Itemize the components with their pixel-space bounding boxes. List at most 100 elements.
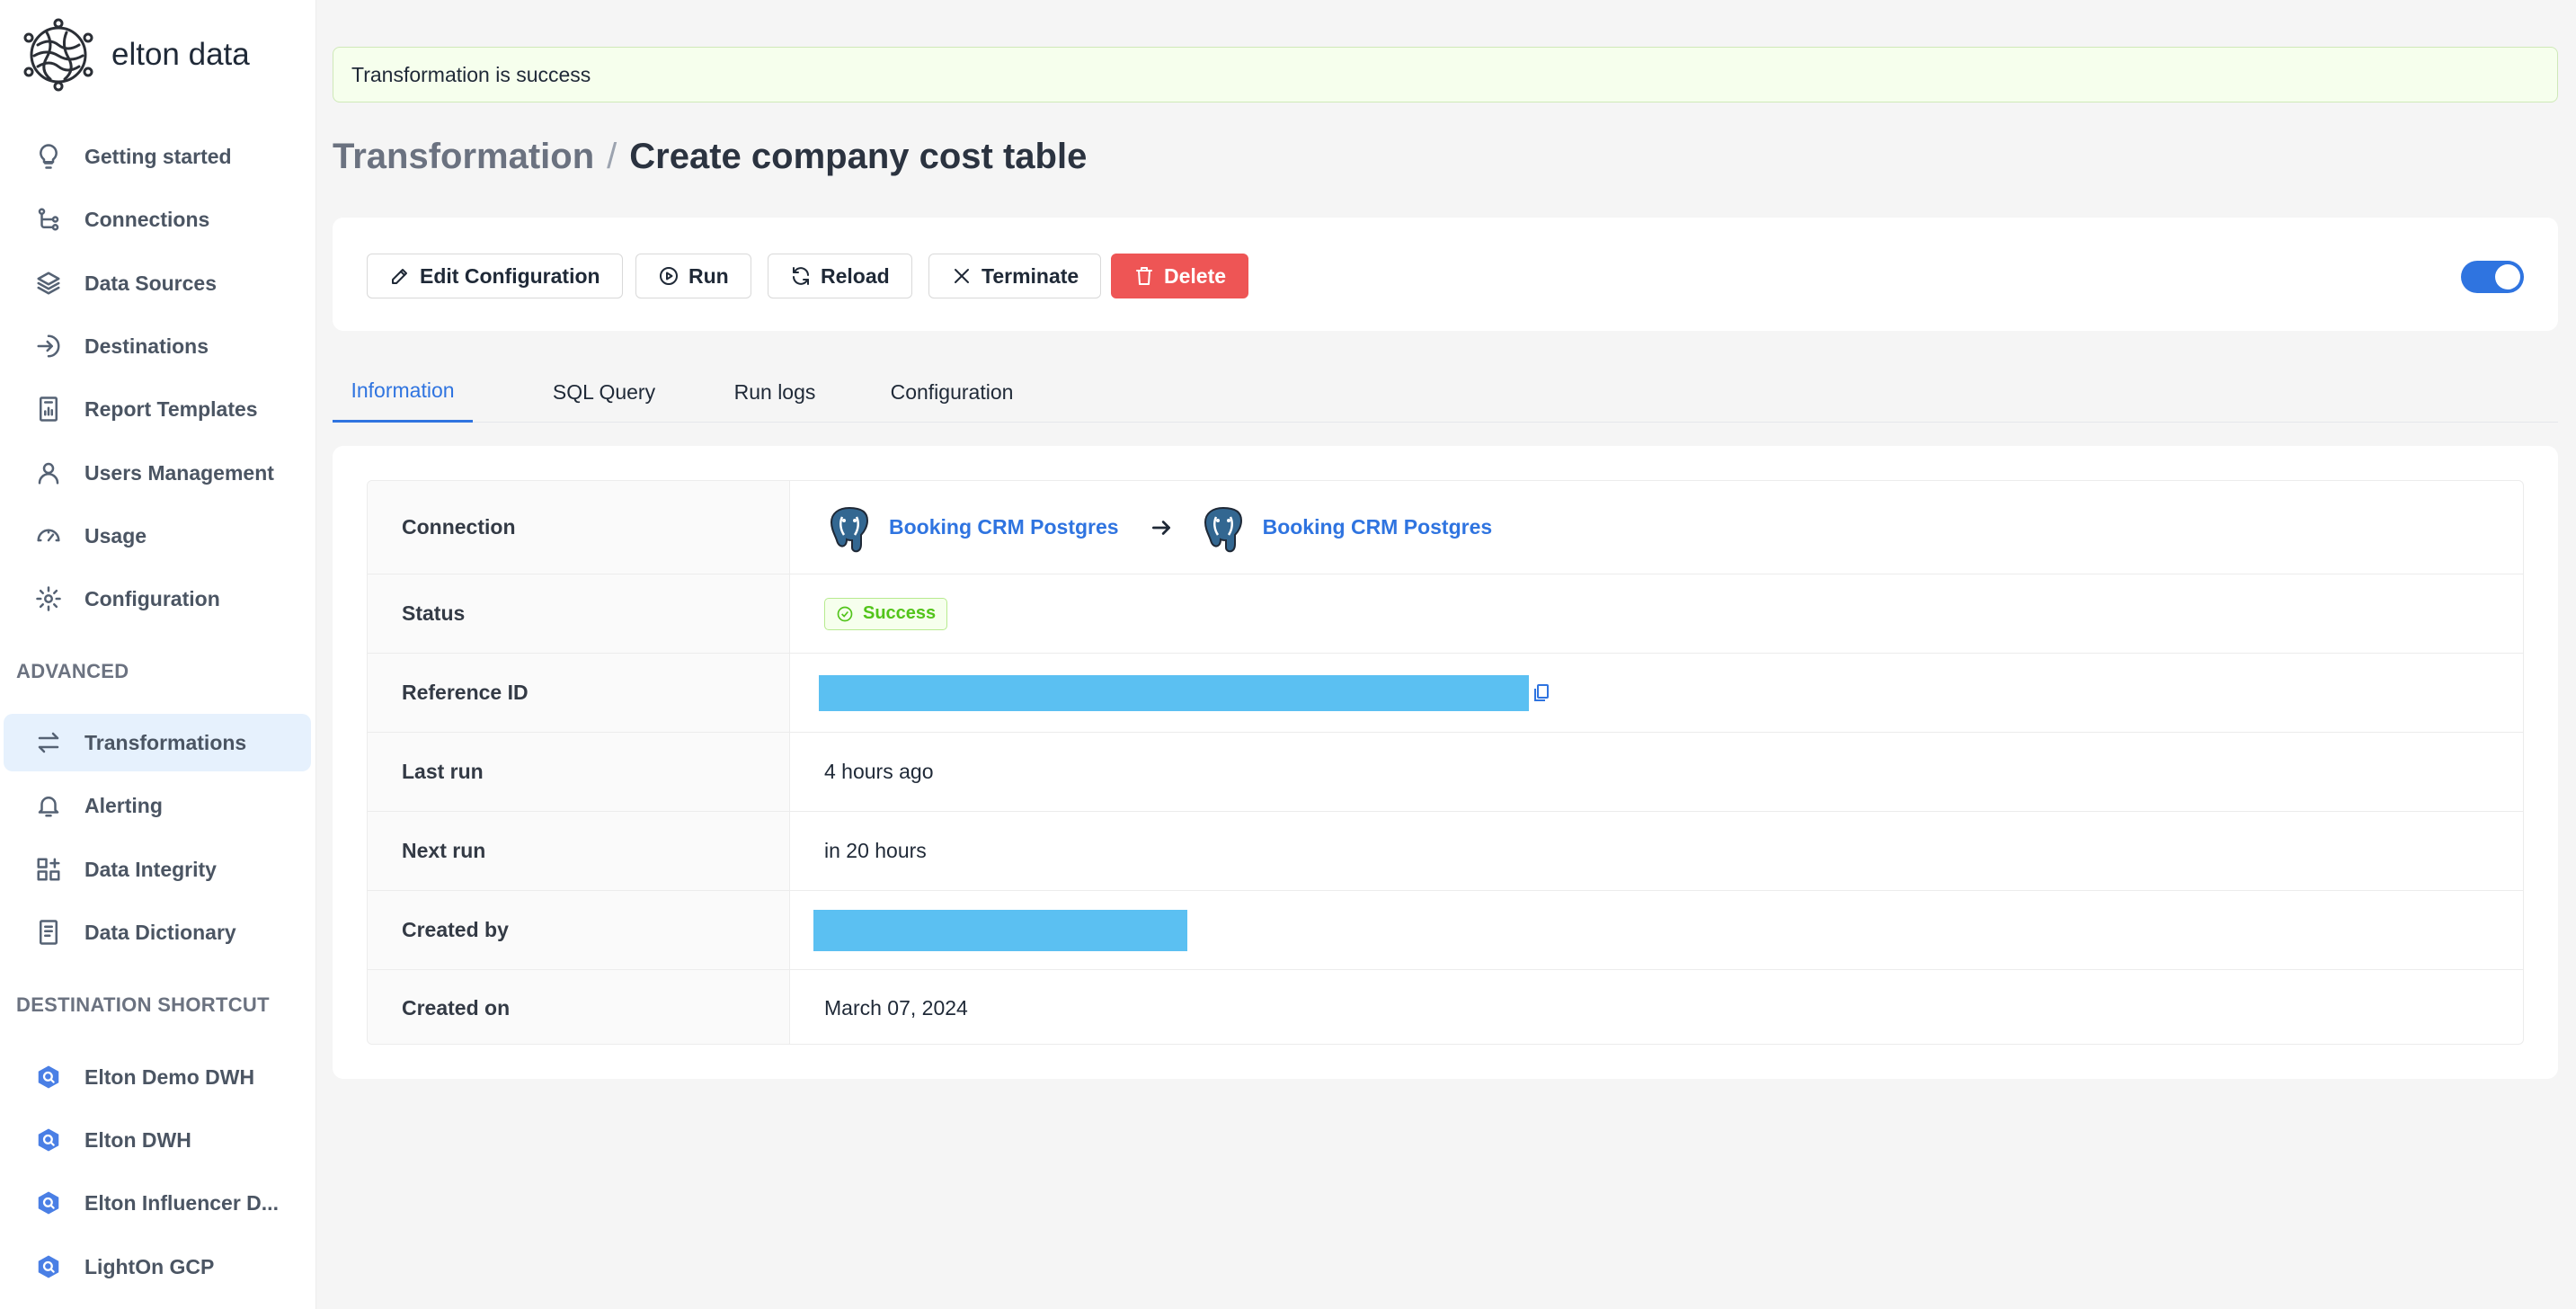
check-circle-icon bbox=[837, 606, 853, 621]
sidebar-item-label: Data Integrity bbox=[84, 857, 217, 881]
sidebar-item-configuration[interactable]: Configuration bbox=[0, 570, 311, 628]
alert-message: Transformation is success bbox=[351, 62, 591, 86]
brand[interactable]: elton data bbox=[20, 18, 250, 92]
info-label: Reference ID bbox=[368, 654, 790, 732]
sidebar-item-alerting[interactable]: Alerting bbox=[0, 777, 311, 834]
trash-icon bbox=[1136, 267, 1152, 285]
delete-button[interactable]: Delete bbox=[1111, 254, 1249, 298]
sidebar-item-label: LightOn GCP bbox=[84, 1254, 215, 1278]
sidebar-item-connections[interactable]: Connections bbox=[0, 191, 311, 248]
terminate-label: Terminate bbox=[982, 263, 1079, 288]
bigquery-icon bbox=[34, 1063, 63, 1091]
sidebar-item-users-management[interactable]: Users Management bbox=[0, 444, 311, 502]
sidebar-item-label: Usage bbox=[84, 523, 147, 548]
status-badge: Success bbox=[824, 597, 948, 630]
sidebar-shortcut-elton-dwh[interactable]: Elton DWH bbox=[0, 1111, 311, 1169]
copy-icon[interactable] bbox=[1532, 683, 1550, 703]
info-value: 4 hours ago bbox=[824, 760, 934, 783]
redacted-created-by bbox=[813, 909, 1187, 951]
reload-button[interactable]: Reload bbox=[768, 254, 912, 298]
run-button[interactable]: Run bbox=[635, 254, 751, 298]
sidebar-shortcut-elton-demo-dwh[interactable]: Elton Demo DWH bbox=[0, 1048, 311, 1106]
postgres-icon bbox=[830, 506, 869, 552]
tab-bar: Information SQL Query Run logs Configura… bbox=[333, 361, 2558, 423]
tab-sql-query[interactable]: SQL Query bbox=[552, 379, 656, 404]
user-icon bbox=[34, 459, 63, 487]
source-connection-link[interactable]: Booking CRM Postgres bbox=[889, 515, 1119, 539]
sidebar-item-label: Elton DWH bbox=[84, 1127, 191, 1152]
layers-icon bbox=[34, 269, 63, 298]
info-label: Next run bbox=[368, 812, 790, 890]
info-label: Status bbox=[368, 574, 790, 653]
run-label: Run bbox=[688, 263, 729, 288]
info-value: Booking CRM Postgres Booking CRM Postgre… bbox=[790, 481, 2523, 574]
sidebar-item-label: Elton Demo DWH bbox=[84, 1064, 255, 1089]
lightbulb-icon bbox=[34, 142, 63, 171]
sidebar-item-getting-started[interactable]: Getting started bbox=[0, 128, 311, 185]
brand-name: elton data bbox=[111, 37, 250, 72]
brand-logo-icon bbox=[23, 18, 93, 92]
reload-icon bbox=[793, 267, 809, 285]
delete-label: Delete bbox=[1164, 263, 1227, 288]
info-label: Connection bbox=[368, 481, 790, 574]
breadcrumb-parent-link[interactable]: Transformation bbox=[333, 137, 595, 176]
destination-connection-link[interactable]: Booking CRM Postgres bbox=[1262, 515, 1493, 539]
postgres-icon bbox=[1204, 506, 1242, 552]
play-circle-icon bbox=[660, 267, 678, 285]
information-panel: Connection Booking CRM Postgres Booking … bbox=[333, 446, 2558, 1079]
sign-in-icon bbox=[34, 332, 63, 361]
sidebar-item-label: Transformations bbox=[84, 730, 247, 754]
sidebar-item-usage[interactable]: Usage bbox=[0, 507, 311, 565]
info-row-created-on: Created on March 07, 2024 bbox=[368, 970, 2523, 1044]
sidebar-item-label: Destinations bbox=[84, 334, 209, 358]
sidebar-item-data-dictionary[interactable]: Data Dictionary bbox=[0, 904, 311, 961]
swap-icon bbox=[34, 728, 63, 757]
redacted-reference-id bbox=[819, 674, 1529, 711]
toggle-knob bbox=[2495, 264, 2520, 289]
info-row-reference-id: Reference ID bbox=[368, 654, 2523, 733]
close-icon bbox=[955, 269, 969, 283]
sidebar-item-destinations[interactable]: Destinations bbox=[0, 317, 311, 375]
sidebar-item-label: Alerting bbox=[84, 793, 163, 817]
sidebar-item-transformations[interactable]: Transformations bbox=[4, 714, 311, 771]
sidebar-item-report-templates[interactable]: Report Templates bbox=[0, 380, 311, 438]
app-add-icon bbox=[34, 855, 63, 884]
sidebar-item-label: Users Management bbox=[84, 460, 274, 485]
status-text: Success bbox=[863, 603, 937, 623]
info-table: Connection Booking CRM Postgres Booking … bbox=[367, 480, 2524, 1045]
breadcrumb-current: Create company cost table bbox=[629, 137, 1088, 176]
sidebar-shortcut-lighton-gcp[interactable]: LightOn GCP bbox=[0, 1238, 311, 1296]
section-label-destination-shortcut: DESTINATION SHORTCUT bbox=[16, 993, 270, 1016]
sidebar-item-label: Connections bbox=[84, 207, 210, 231]
tab-run-logs[interactable]: Run logs bbox=[733, 379, 816, 404]
dashboard-icon bbox=[34, 521, 63, 550]
edit-configuration-label: Edit Configuration bbox=[420, 263, 600, 288]
tab-configuration[interactable]: Configuration bbox=[890, 379, 1014, 404]
sidebar-item-label: Getting started bbox=[84, 144, 232, 168]
info-label: Created on bbox=[368, 970, 790, 1044]
success-alert: Transformation is success bbox=[333, 47, 2558, 102]
edit-configuration-button[interactable]: Edit Configuration bbox=[367, 254, 623, 298]
sidebar-shortcut-elton-influencer[interactable]: Elton Influencer D... bbox=[0, 1174, 311, 1232]
page-title: Transformation / Create company cost tab… bbox=[333, 137, 1087, 177]
reload-label: Reload bbox=[821, 263, 890, 288]
enabled-toggle[interactable] bbox=[2461, 261, 2524, 293]
bigquery-icon bbox=[34, 1252, 63, 1281]
sidebar-item-label: Configuration bbox=[84, 586, 220, 610]
info-value: in 20 hours bbox=[824, 839, 927, 862]
section-label-advanced: ADVANCED bbox=[16, 660, 129, 682]
edit-icon bbox=[392, 269, 407, 284]
sidebar-item-data-sources[interactable]: Data Sources bbox=[0, 254, 311, 312]
info-row-connection: Connection Booking CRM Postgres Booking … bbox=[368, 481, 2523, 574]
bell-icon bbox=[34, 791, 63, 820]
tab-information[interactable]: Information bbox=[333, 361, 473, 423]
info-value bbox=[790, 891, 2523, 969]
connections-icon bbox=[34, 205, 63, 234]
info-value: March 07, 2024 bbox=[824, 995, 968, 1020]
info-row-last-run: Last run 4 hours ago bbox=[368, 733, 2523, 812]
action-toolbar: Edit Configuration Run Reload Terminate … bbox=[333, 218, 2558, 331]
info-value: Success bbox=[790, 574, 2523, 653]
sidebar-item-label: Elton Influencer D... bbox=[84, 1190, 279, 1215]
terminate-button[interactable]: Terminate bbox=[928, 254, 1102, 298]
sidebar-item-data-integrity[interactable]: Data Integrity bbox=[0, 841, 311, 898]
